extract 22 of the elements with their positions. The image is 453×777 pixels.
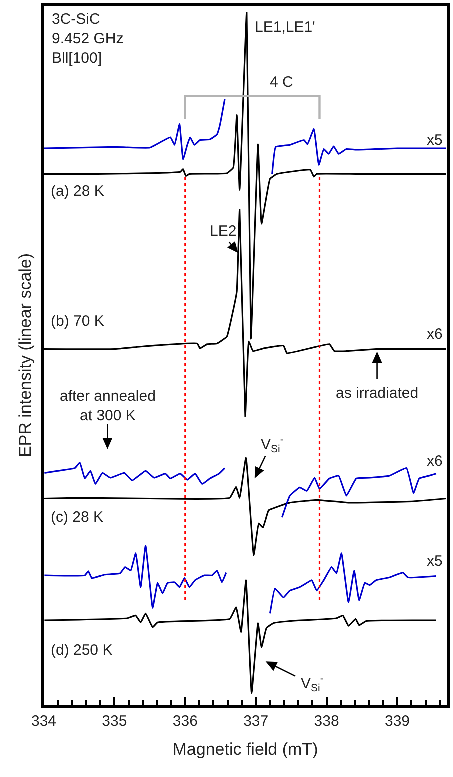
y-axis-title: EPR intensity (linear scale) — [16, 253, 35, 458]
x-axis-title: Magnetic field (mT) — [172, 740, 318, 760]
x-tick-label: 336 — [172, 712, 198, 730]
annotation: 3C-SiC 9.452 GHz Bll[100] — [52, 11, 124, 67]
annotation: (a) 28 K — [51, 183, 104, 200]
x-tick-label: 337 — [244, 712, 269, 730]
annotation: x5 — [427, 553, 443, 570]
annotation: LE1,LE1' — [255, 19, 316, 36]
annotation: 4 C — [270, 74, 294, 91]
annotation: as irradiated — [336, 385, 419, 402]
annotation: x6 — [427, 453, 443, 470]
x-tick-label: 335 — [102, 712, 128, 730]
annotation: (c) 28 K — [51, 509, 104, 526]
annotation: LE2 — [210, 223, 237, 240]
annotation: (b) 70 K — [51, 313, 104, 330]
annotation: (d) 250 K — [51, 642, 113, 659]
annotation: x5 — [427, 132, 443, 149]
annotation: x6 — [427, 326, 443, 343]
annotation: after annealed at 300 K — [60, 388, 156, 424]
x-tick-label: 338 — [314, 712, 340, 730]
x-tick-label: 334 — [31, 712, 57, 730]
x-tick-label: 339 — [384, 712, 410, 730]
